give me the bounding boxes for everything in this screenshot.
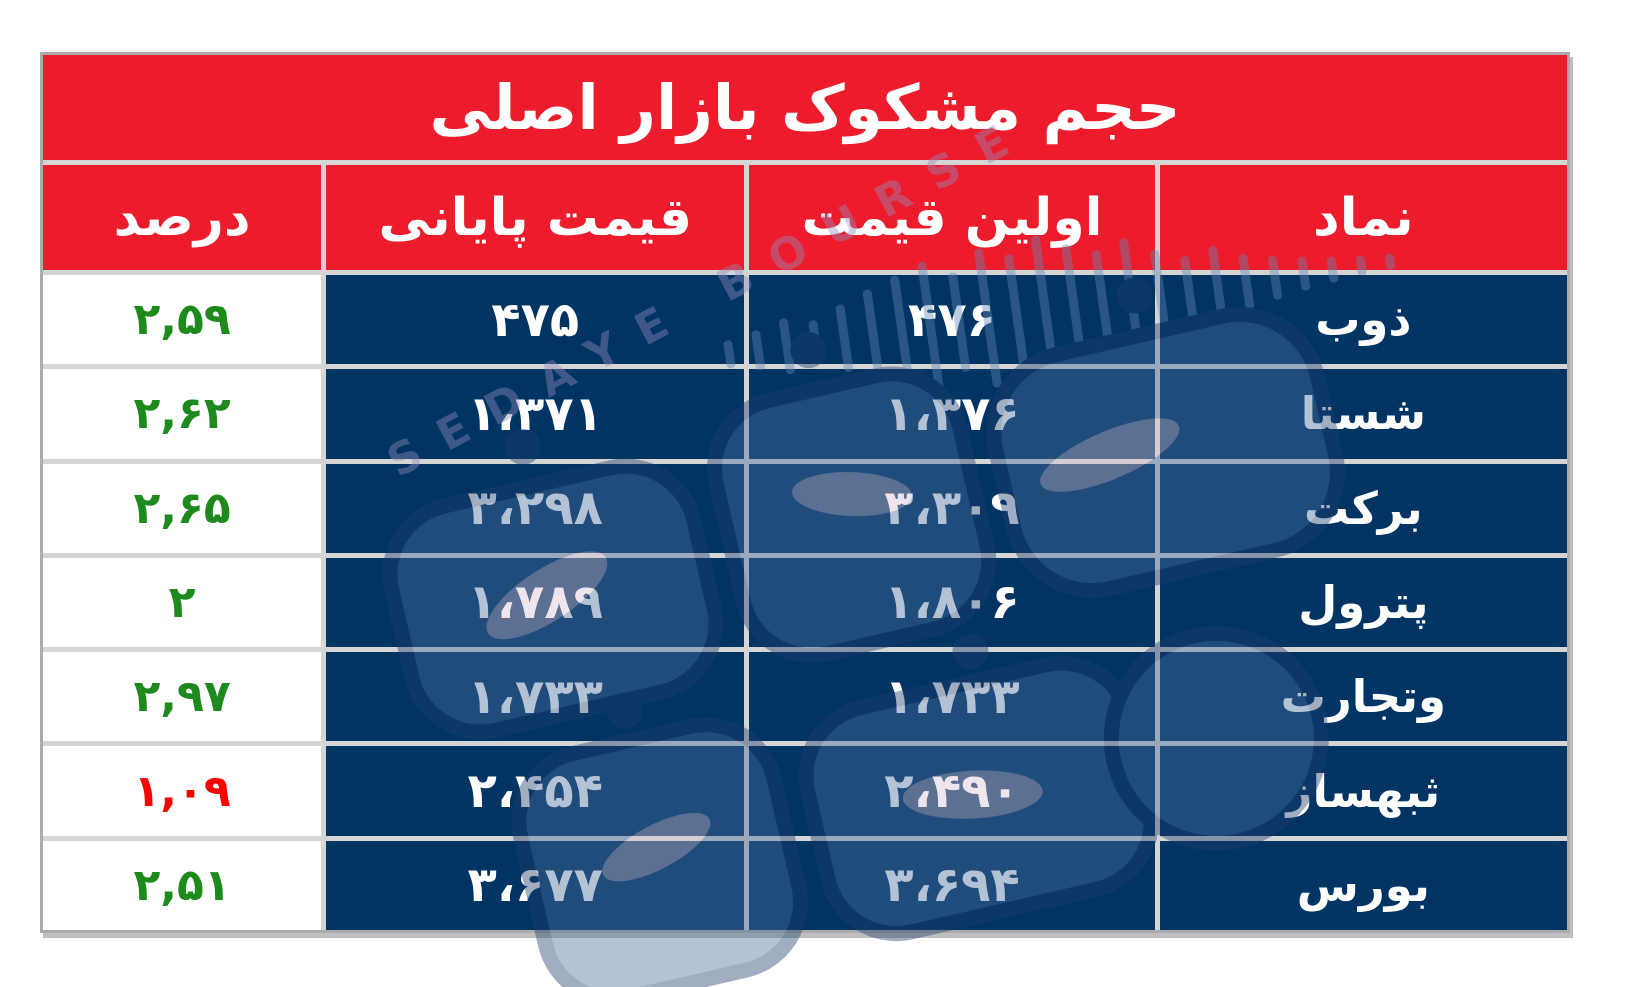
- column-header-symbol: نماد: [1159, 165, 1567, 270]
- close-price-cell: ۱،۳۷۱: [326, 369, 745, 459]
- column-header-close-price: قیمت پایانی: [326, 165, 745, 270]
- percent-cell: ۱,۰۹: [43, 746, 322, 836]
- symbol-cell: ذوب: [1159, 274, 1567, 365]
- percent-cell: ۲: [43, 557, 322, 648]
- close-price-cell: ۴۷۵: [326, 274, 745, 365]
- suspicious-volume-table: حجم مشکوک بازار اصلی نماد اولین قیمت قیم…: [40, 52, 1570, 933]
- symbol-cell: برکت: [1159, 463, 1567, 553]
- symbol-cell: وتجارت: [1159, 652, 1567, 742]
- close-price-cell: ۳،۶۷۷: [326, 840, 745, 930]
- first-price-cell: ۱،۳۷۶: [749, 369, 1155, 459]
- close-price-cell: ۱،۷۸۹: [326, 557, 745, 648]
- column-header-percent: درصد: [43, 165, 322, 270]
- first-price-cell: ۴۷۶: [749, 274, 1155, 365]
- symbol-cell: ثبهساز: [1159, 746, 1567, 836]
- symbol-cell: پترول: [1159, 557, 1567, 648]
- column-header-first-price: اولین قیمت: [749, 165, 1155, 270]
- close-price-cell: ۲،۴۵۴: [326, 746, 745, 836]
- close-price-cell: ۳،۲۹۸: [326, 463, 745, 553]
- first-price-cell: ۳،۳۰۹: [749, 463, 1155, 553]
- close-price-cell: ۱،۷۳۳: [326, 652, 745, 742]
- symbol-cell: شستا: [1159, 369, 1567, 459]
- percent-cell: ۲,۵۱: [43, 840, 322, 930]
- table-title: حجم مشکوک بازار اصلی: [43, 55, 1567, 161]
- first-price-cell: ۱،۸۰۶: [749, 557, 1155, 648]
- percent-cell: ۲,۶۵: [43, 463, 322, 553]
- first-price-cell: ۲،۴۹۰: [749, 746, 1155, 836]
- first-price-cell: ۳،۶۹۴: [749, 840, 1155, 930]
- percent-cell: ۲,۵۹: [43, 274, 322, 365]
- first-price-cell: ۱،۷۳۳: [749, 652, 1155, 742]
- symbol-cell: بورس: [1159, 840, 1567, 930]
- percent-cell: ۲,۶۲: [43, 369, 322, 459]
- percent-cell: ۲,۹۷: [43, 652, 322, 742]
